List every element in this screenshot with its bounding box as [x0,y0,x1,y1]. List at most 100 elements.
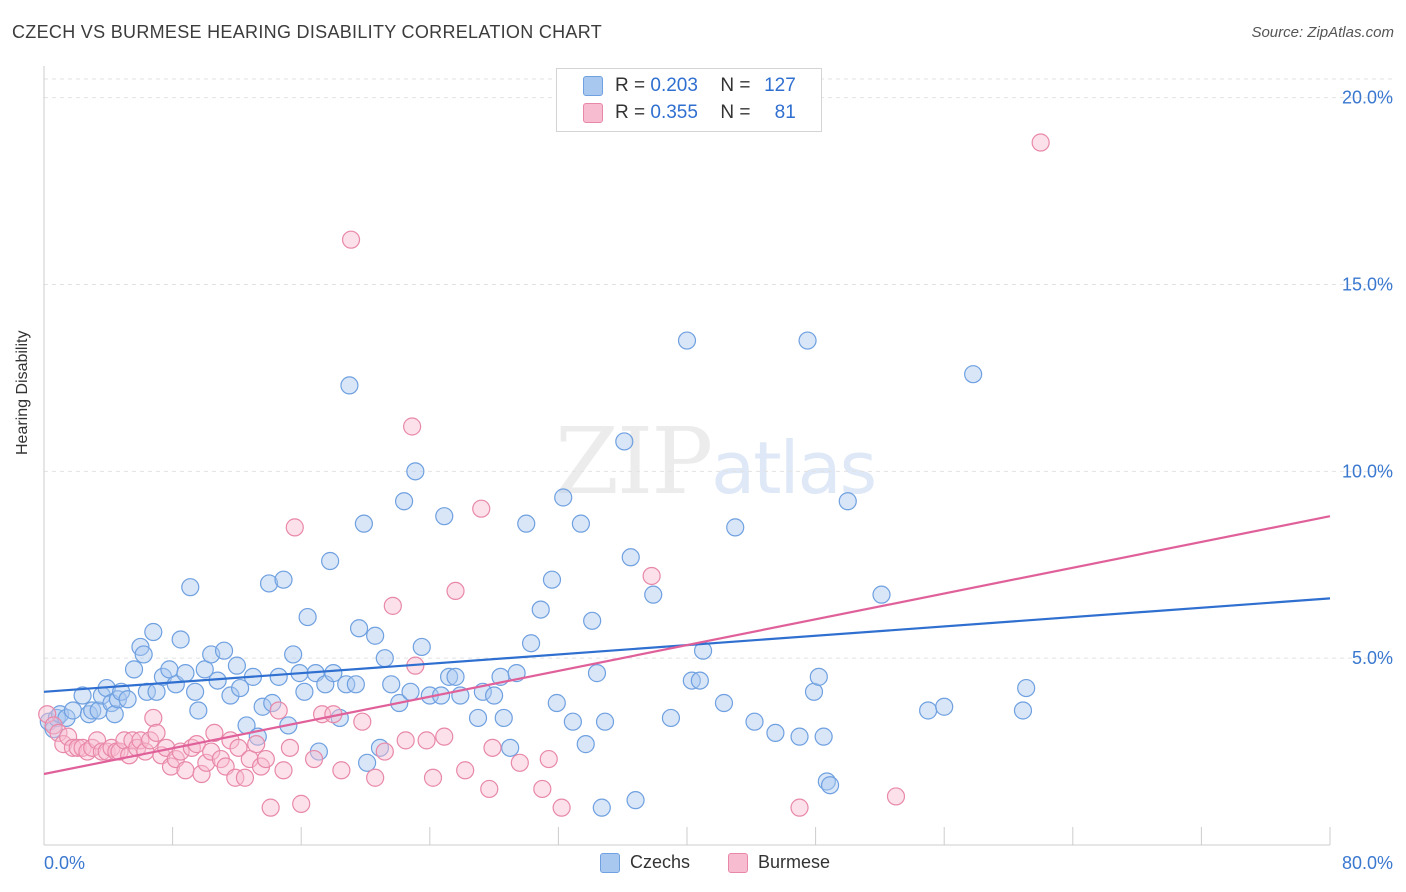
data-point-czechs [298,607,317,627]
data-point-czechs [521,634,541,653]
data-point-burmese [261,798,280,817]
data-point-czechs [439,667,459,686]
data-point-burmese [341,230,361,249]
data-point-burmese [533,779,552,799]
data-point-czechs [366,626,385,645]
data-point-czechs [144,622,163,642]
legend-row-burmese: R = 0.355 N = 81 [583,102,796,124]
bottom-legend-burmese: Burmese [728,852,830,873]
bottom-legend-label-burmese: Burmese [758,852,831,872]
data-point-czechs [124,660,144,679]
data-point-czechs [406,462,425,481]
data-point-czechs [181,578,200,597]
data-point-burmese [92,742,111,761]
data-point-burmese [147,723,166,743]
data-point-burmese [205,723,224,743]
data-point-czechs [726,518,745,537]
data-point-czechs [615,432,634,451]
data-point-czechs [284,645,303,664]
r-value-burmese: 0.355 [650,102,698,123]
data-point-czechs [621,548,640,567]
data-point-burmese [274,761,293,780]
data-point-burmese [176,761,195,780]
data-point-burmese [383,596,402,615]
data-point-czechs [295,682,314,701]
data-point-burmese [886,787,906,806]
watermark-atlas: atlas [711,426,877,510]
data-point-burmese [472,499,491,518]
data-point-czechs [263,693,282,713]
data-point-czechs [375,649,394,668]
data-point-burmese [480,779,499,799]
data-point-burmese [435,727,454,746]
data-point-czechs [919,701,938,720]
data-point-czechs [626,791,645,810]
data-point-czechs [186,682,205,701]
data-point-czechs [714,693,734,713]
data-point-czechs [583,611,602,630]
data-point-czechs [531,600,550,619]
data-point-burmese [552,798,571,817]
data-point-burmese [202,742,221,761]
data-point-czechs [576,735,595,754]
data-point-czechs [171,630,190,649]
data-point-czechs [321,551,340,571]
data-point-burmese [456,761,475,780]
data-point-czechs [547,693,566,713]
data-point-burmese [510,753,529,772]
data-point-czechs [227,656,246,675]
data-point-burmese [256,749,275,769]
data-point-czechs [412,637,431,657]
data-point-burmese [285,518,304,537]
data-point-burmese [68,738,87,757]
data-point-burmese [1031,133,1050,152]
data-point-czechs [274,570,293,589]
data-point-czechs [340,376,359,395]
data-point-czechs [382,675,401,694]
y-tick-label: 20.0% [1342,88,1393,108]
data-point-czechs [554,488,573,507]
n-value-czechs: 127 [764,75,796,96]
data-point-czechs [935,697,954,716]
data-point-burmese [375,742,394,761]
data-point-czechs [269,667,288,686]
data-point-czechs [337,675,356,694]
data-point-burmese [131,731,150,750]
data-point-czechs [517,514,536,533]
data-point-czechs [358,753,377,772]
correlation-legend: R = 0.203 N = 127 R = 0.355 N = 81 [556,68,822,132]
data-point-czechs [346,675,365,694]
data-point-czechs [809,667,828,686]
data-point-czechs [820,776,840,795]
data-point-czechs [563,712,582,731]
data-point-czechs [73,686,92,705]
n-label: N = [720,75,751,96]
data-point-czechs [231,678,250,698]
data-point-burmese [483,738,502,757]
data-point-czechs [592,798,611,817]
data-point-czechs [221,686,240,705]
data-point-czechs [872,585,891,604]
legend-swatch-burmese [583,103,603,123]
bottom-legend-label-czechs: Czechs [630,852,691,872]
data-point-burmese [49,723,68,743]
data-point-burmese [192,764,211,784]
data-point-czechs [446,667,465,686]
data-point-czechs [644,585,663,604]
data-point-czechs [1017,678,1036,698]
legend-swatch-czechs [583,76,603,96]
data-point-burmese [38,705,57,724]
data-point-czechs [189,701,208,720]
bottom-legend-swatch-czechs [600,852,620,873]
data-point-czechs [595,712,615,731]
data-point-czechs [501,738,520,757]
data-point-burmese [235,768,255,787]
y-tick-label: 10.0% [1342,461,1393,481]
data-point-burmese [269,701,288,720]
x-tick-label-min: 0.0% [44,853,85,873]
trend-line-burmese [43,515,1331,776]
data-point-burmese [642,566,661,586]
data-point-czechs [394,492,414,511]
data-point-czechs [790,727,809,746]
data-point-burmese [292,794,311,813]
